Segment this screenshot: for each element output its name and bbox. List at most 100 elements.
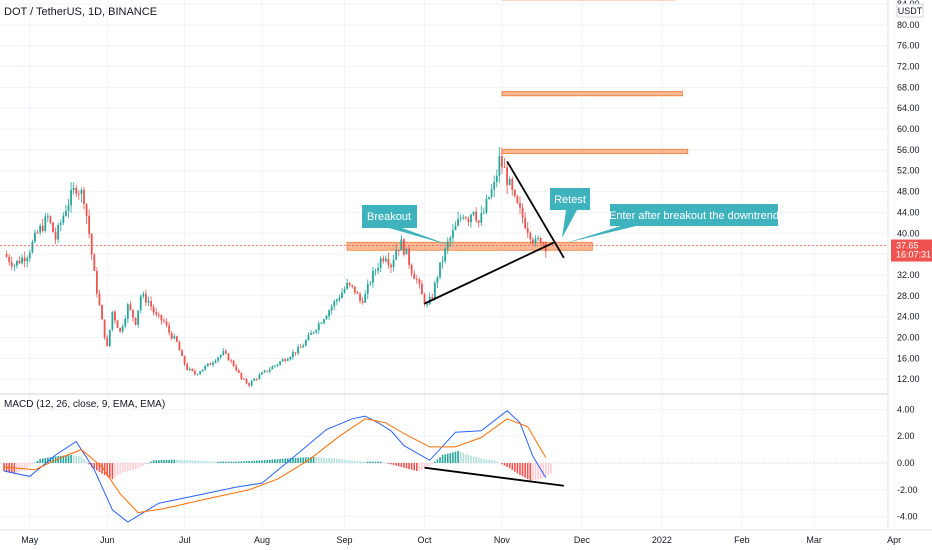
candle-body <box>188 368 191 370</box>
price-axis-labels[interactable]: 12.0016.0020.0024.0028.0032.0036.0040.00… <box>897 0 920 384</box>
candle-body <box>214 360 217 363</box>
candle-body <box>98 293 101 305</box>
candle-body <box>178 341 181 351</box>
candle-body <box>475 211 478 221</box>
breakout-callout[interactable]: Breakout <box>362 205 452 246</box>
time-tick-label: Jul <box>179 535 191 545</box>
currency-box[interactable] <box>896 3 924 18</box>
zone-band[interactable] <box>346 241 593 251</box>
candle-body <box>353 286 356 293</box>
price-tick-label: 40.00 <box>897 228 920 238</box>
candle-body <box>292 352 294 358</box>
histogram-bar <box>31 463 34 465</box>
candle-body <box>490 189 493 198</box>
histogram-bar <box>103 463 106 476</box>
enter-callout[interactable]: Enter after breakout the downtrend <box>566 204 779 243</box>
candle-body <box>106 337 109 347</box>
histogram-bar <box>268 459 271 463</box>
candle-body <box>529 232 532 240</box>
price-tick-label: 28.00 <box>897 291 920 301</box>
candle-body <box>5 254 8 257</box>
histogram-bar <box>41 458 44 463</box>
symbol-title[interactable]: DOT / TetherUS, 1D, BINANCE <box>4 6 157 18</box>
macd-trendline[interactable] <box>424 466 564 487</box>
candle-body <box>462 217 465 219</box>
price-trendlines[interactable] <box>424 160 565 305</box>
histogram-bar <box>472 456 475 463</box>
trendline[interactable] <box>506 160 565 259</box>
candle-body <box>39 225 42 233</box>
histogram-bar <box>294 457 297 463</box>
last-price-tag: 37.65 16:07:31 <box>891 239 932 262</box>
histogram-bar <box>356 460 359 463</box>
candle-body <box>392 259 395 268</box>
candle-body <box>359 293 361 302</box>
candle-body <box>175 336 178 342</box>
histogram-bar <box>284 458 287 463</box>
enter-callout-text: Enter after breakout the downtrend <box>609 210 779 222</box>
macd-divergence-line[interactable] <box>424 466 564 487</box>
candle-body <box>36 232 39 234</box>
candle-body <box>444 248 447 262</box>
macd-tick-label: 2.00 <box>897 431 915 441</box>
candle-body <box>147 301 150 303</box>
candle-body <box>204 365 207 370</box>
macd-tick-label: 4.00 <box>897 404 915 414</box>
trendline[interactable] <box>424 241 554 305</box>
candle-body <box>374 270 377 272</box>
candle-body <box>294 352 297 354</box>
candle-body <box>508 178 511 185</box>
histogram-bar <box>470 455 472 463</box>
candle-body <box>454 225 457 231</box>
histogram-bar <box>410 463 413 470</box>
candle-body <box>503 167 506 169</box>
candle-body <box>230 360 232 362</box>
candle-body <box>52 222 54 233</box>
histogram-bar <box>302 457 305 463</box>
histogram-bar <box>299 457 302 463</box>
histogram-bar <box>240 461 243 463</box>
candle-body <box>410 264 413 274</box>
candle-body <box>493 181 496 190</box>
histogram-bar <box>29 463 31 467</box>
candle-body <box>173 336 176 339</box>
candle-body <box>537 237 539 239</box>
histogram-bar <box>446 453 449 463</box>
time-tick-label: May <box>21 535 39 545</box>
histogram-bar <box>194 460 196 463</box>
candle-body <box>65 210 67 216</box>
histogram-bar <box>263 460 266 463</box>
candle-body <box>90 233 93 255</box>
zone-band[interactable] <box>501 91 684 97</box>
histogram-bar <box>416 463 418 472</box>
zone-band[interactable] <box>501 148 689 155</box>
histogram-bar <box>459 451 462 463</box>
histogram-bar <box>217 461 219 463</box>
macd-title[interactable]: MACD (12, 26, close, 9, EMA, EMA) <box>4 399 165 410</box>
histogram-bar <box>70 454 72 463</box>
candle-body <box>400 239 403 251</box>
histogram-bar <box>395 463 397 466</box>
candle-body <box>217 357 220 361</box>
candle-body <box>271 366 274 370</box>
histogram-bar <box>108 463 111 478</box>
histogram-bar <box>59 455 62 463</box>
candle-body <box>488 197 490 199</box>
candle-body <box>302 345 305 348</box>
time-axis-labels[interactable]: May Jun Jul Aug Sep Oct Nov Dec 2022 Feb Mar Apr <box>21 535 901 545</box>
retest-callout[interactable]: Retest <box>550 188 590 238</box>
candle-body <box>41 225 44 231</box>
histogram-bar <box>439 457 441 463</box>
candle-body <box>201 369 204 372</box>
candle-body <box>227 353 230 361</box>
macd-tick-label: -2.00 <box>897 485 918 495</box>
histogram-bar <box>235 461 237 463</box>
candle-body <box>366 283 369 295</box>
macd-axis-labels[interactable]: -4.00 -2.00 0.00 2.00 4.00 <box>897 404 918 521</box>
histogram-bar <box>62 455 65 463</box>
time-tick-label: Dec <box>574 535 591 545</box>
candle-body <box>206 363 209 366</box>
histogram-bar <box>276 459 279 463</box>
histogram-bar <box>39 458 41 463</box>
